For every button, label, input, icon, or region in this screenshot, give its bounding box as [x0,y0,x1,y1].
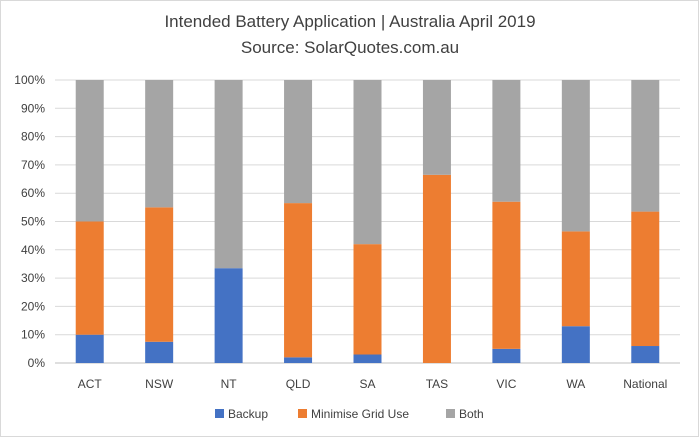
bar-act-both [75,80,104,222]
y-tick-label: 40% [21,243,45,257]
x-tick-label: NT [221,377,238,391]
legend-swatch-backup [215,409,224,418]
y-tick-label: 60% [21,186,45,200]
y-tick-label: 0% [28,356,46,370]
bar-nsw-backup [145,341,174,363]
legend-label: Minimise Grid Use [311,407,409,421]
y-tick-label: 100% [14,73,45,87]
bar-nt-backup [214,268,243,363]
bar-national-backup [631,346,660,363]
y-tick-label: 80% [21,130,45,144]
legend-swatch-minimise-grid-use [298,409,307,418]
bar-wa-minimise-grid-use [561,231,590,327]
bar-tas-minimise-grid-use [422,174,451,363]
bar-qld-both [284,80,313,204]
bar-vic-backup [492,348,521,363]
x-axis-labels: ACT NSW NT QLD SA TAS VIC WA National [78,377,668,391]
bar-sa-both [353,80,382,245]
legend-label: Both [459,407,484,421]
y-axis-labels: 0% 10% 20% 30% 40% 50% 60% 70% 80% 90% 100% [14,73,45,370]
y-tick-label: 20% [21,299,45,313]
x-tick-label: NSW [145,377,174,391]
bar-nt-both [214,80,243,269]
x-tick-label: ACT [78,377,103,391]
chart-title: Intended Battery Application | Australia… [164,12,535,31]
bar-qld-minimise-grid-use [284,203,313,358]
x-tick-label: SA [359,377,375,391]
legend-label: Backup [228,407,268,421]
y-tick-label: 90% [21,101,45,115]
bar-act-backup [75,334,104,363]
y-tick-label: 10% [21,328,45,342]
y-tick-label: 50% [21,215,45,229]
bar-sa-backup [353,354,382,363]
bar-national-both [631,80,660,212]
x-tick-label: WA [566,377,585,391]
bar-national-minimise-grid-use [631,211,660,347]
bar-wa-backup [561,326,590,363]
bar-tas-both [422,80,451,175]
bar-wa-both [561,80,590,232]
bar-qld-backup [284,357,313,363]
bars [75,80,660,363]
x-tick-label: TAS [426,377,448,391]
x-tick-label: National [623,377,667,391]
x-tick-label: VIC [496,377,516,391]
bar-vic-minimise-grid-use [492,201,521,349]
legend: Backup Minimise Grid Use Both [215,407,484,421]
bar-nsw-minimise-grid-use [145,207,174,342]
bar-vic-both [492,80,521,202]
bar-nsw-both [145,80,174,208]
y-tick-label: 30% [21,271,45,285]
chart-subtitle: Source: SolarQuotes.com.au [241,38,459,57]
x-tick-label: QLD [286,377,311,391]
bar-sa-minimise-grid-use [353,244,382,355]
legend-swatch-both [446,409,455,418]
y-tick-label: 70% [21,158,45,172]
bar-act-minimise-grid-use [75,221,104,335]
